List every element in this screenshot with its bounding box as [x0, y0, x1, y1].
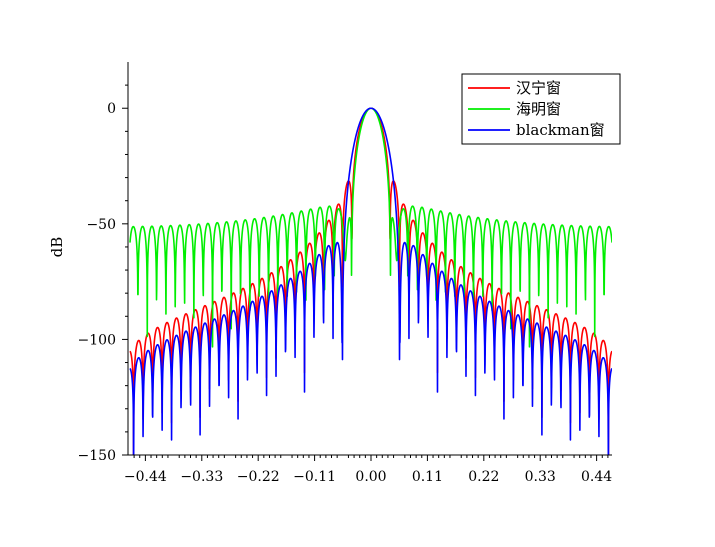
- series-line-blackman: [129, 107, 612, 455]
- y-tick-label: −150: [78, 448, 116, 464]
- x-tick-label: 0.33: [525, 469, 556, 485]
- x-tick-label: −0.11: [293, 469, 336, 485]
- axes-layer: 0 −50 −100 −150 −0.44 −0.33 −0.22 −0.11 0.00 0.11…: [48, 62, 612, 485]
- series-layer: [129, 107, 612, 455]
- x-tick-label: −0.22: [237, 469, 280, 485]
- x-tick-label: −0.44: [124, 469, 167, 485]
- y-tick-label: −100: [78, 332, 116, 348]
- y-tick-label: 0: [107, 101, 116, 117]
- x-tick-label: −0.33: [180, 469, 223, 485]
- x-tick-label: 0.44: [581, 469, 612, 485]
- legend-label-hann: 汉宁窗: [516, 79, 561, 97]
- y-axis-label: dB: [48, 237, 66, 258]
- legend-label-blackman: blackman窗: [516, 121, 605, 139]
- legend-label-hamming: 海明窗: [516, 100, 561, 118]
- x-tick-label: 0.11: [412, 469, 443, 485]
- x-tick-label: 0.22: [468, 469, 499, 485]
- y-tick-label: −50: [86, 217, 116, 233]
- x-tick-label: 0.00: [355, 469, 386, 485]
